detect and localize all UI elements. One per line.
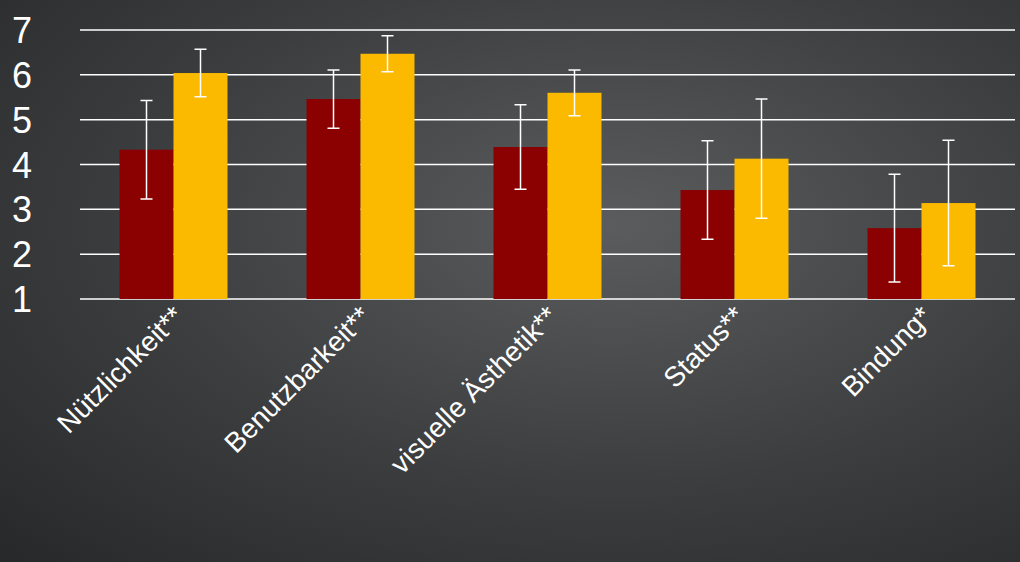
- error-bar: [382, 36, 394, 72]
- error-bar: [943, 140, 955, 266]
- chart: 1234567 Nützlichkeit**Benutzbarkeit**visu…: [0, 0, 1020, 562]
- y-tick-label: 2: [12, 234, 32, 275]
- error-bar: [702, 141, 714, 240]
- y-tick-label: 7: [12, 10, 32, 51]
- y-tick-label: 3: [12, 189, 32, 230]
- bar: [548, 93, 602, 299]
- bar: [307, 99, 361, 299]
- x-tick-label: visuelle Ästhetik**: [384, 300, 563, 479]
- x-tick-label: Bindung*: [835, 300, 937, 402]
- error-bars: [141, 36, 955, 282]
- y-tick-label: 4: [12, 145, 32, 186]
- error-bar: [515, 105, 527, 189]
- bars: [120, 54, 976, 299]
- error-bar: [328, 70, 340, 128]
- grid-line: [80, 29, 1015, 31]
- error-bar: [756, 99, 768, 218]
- error-bar: [195, 49, 207, 97]
- x-tick-label: Benutzbarkeit**: [218, 300, 376, 458]
- bar: [361, 54, 415, 299]
- bar: [174, 73, 228, 299]
- error-bar: [141, 100, 153, 199]
- x-tick-label: Status**: [657, 300, 751, 394]
- y-tick-label: 5: [12, 100, 32, 141]
- x-tick-label: Nützlichkeit**: [51, 300, 190, 439]
- y-tick-label: 6: [12, 55, 32, 96]
- error-bar: [889, 174, 901, 282]
- error-bar: [569, 70, 581, 116]
- y-tick-label: 1: [12, 279, 32, 320]
